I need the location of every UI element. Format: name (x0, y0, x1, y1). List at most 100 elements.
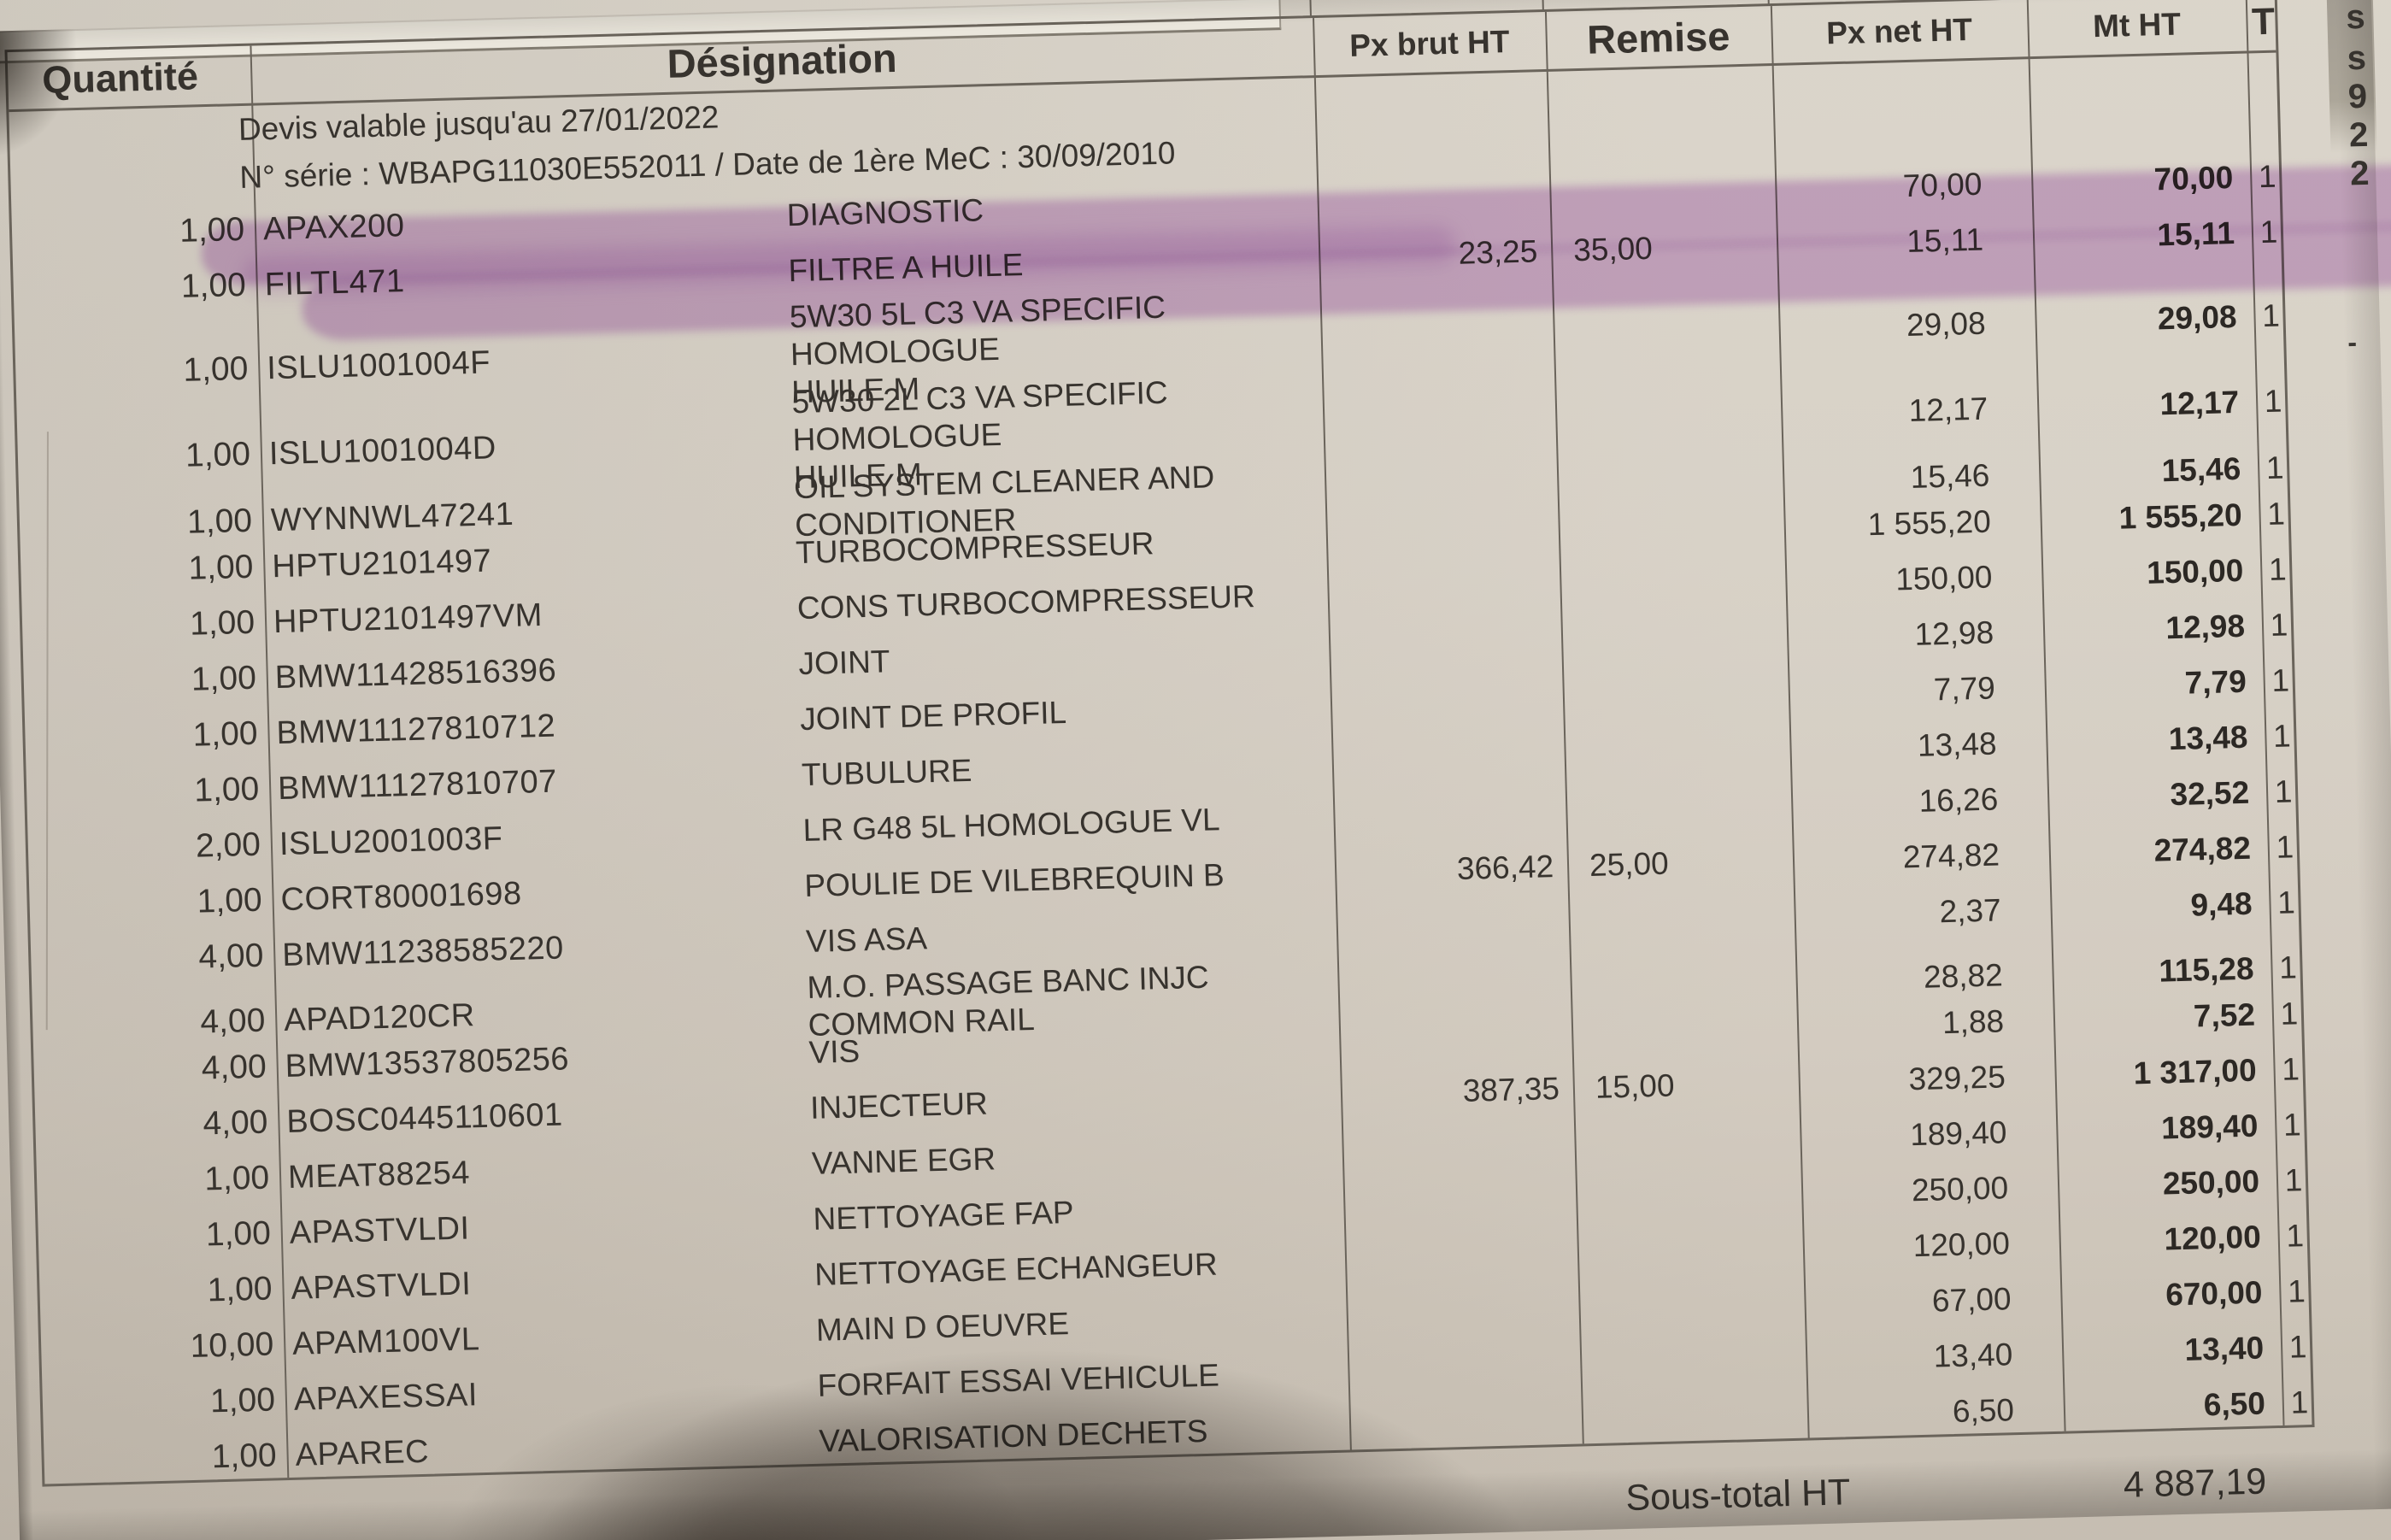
cell-px-net-ht: 16,26 (1918, 780, 1999, 819)
cell-px-net-ht: 6,50 (1952, 1391, 2015, 1429)
cell-quantity: 1,00 (209, 1380, 276, 1420)
cell-tax-code: 1 (2261, 297, 2281, 334)
cell-tax-code: 1 (2264, 383, 2282, 420)
cell-quantity: 1,00 (186, 502, 253, 541)
cell-part-code: MEAT88254 (287, 1154, 471, 1196)
cell-mt-ht: 150,00 (2146, 552, 2244, 591)
cell-part-code: APAXESSAI (293, 1376, 479, 1418)
cell-designation: JOINT (798, 643, 890, 681)
cell-remise (1560, 582, 1786, 588)
cell-remise (1580, 1360, 1806, 1366)
cell-quantity: 1,00 (193, 770, 260, 809)
cell-tax-code: 1 (2268, 551, 2288, 587)
cell-tax-code: 1 (2275, 828, 2294, 865)
cell-designation: VANNE EGR (811, 1140, 996, 1181)
cell-part-code: APAREC (295, 1433, 430, 1473)
cell-part-code: APASTVLDI (290, 1265, 472, 1307)
cell-designation: VIS ASA (805, 920, 928, 959)
edge-cutoff-char: s (2345, 0, 2366, 37)
cell-px-brut-ht (1348, 1366, 1580, 1372)
cell-mt-ht: 15,46 (2161, 450, 2241, 489)
cell-mt-ht: 13,48 (2168, 719, 2248, 756)
subtotal-label: Sous-total HT (1624, 1472, 1851, 1519)
cell-px-net-ht: 67,00 (1931, 1280, 2012, 1319)
cell-part-code: BMW11127810712 (275, 708, 556, 751)
cell-quantity: 1,00 (191, 659, 257, 698)
cell-mt-ht: 13,40 (2184, 1330, 2265, 1367)
cell-px-net-ht: 7,79 (1933, 669, 1996, 707)
cell-px-brut-ht (1347, 1310, 1579, 1316)
cell-tax-code: 1 (2270, 606, 2288, 643)
header-px-brut-ht: Px brut HT (1348, 23, 1510, 63)
cell-tax-code: 1 (2272, 717, 2292, 754)
cell-px-net-ht: 150,00 (1895, 559, 1993, 597)
cell-px-net-ht: 1 555,20 (1867, 503, 1992, 542)
cell-px-brut-ht (1339, 1032, 1571, 1038)
cell-quantity: 1,00 (187, 548, 254, 587)
edge-cutoff-char: 2 (2349, 154, 2370, 193)
cell-remise: 15,00 (1595, 1067, 1675, 1105)
header-remise: Remise (1586, 13, 1731, 62)
cell-designation: CONS TURBOCOMPRESSEUR (796, 578, 1256, 626)
cell-part-code: BOSC0445110601 (285, 1096, 564, 1140)
cell-remise (1577, 1249, 1803, 1255)
cell-remise (1565, 749, 1790, 755)
cell-remise (1571, 1026, 1797, 1032)
cell-mt-ht: 1 555,20 (2118, 497, 2243, 536)
cell-quantity: 4,00 (202, 1103, 268, 1143)
cell-quantity: 4,00 (201, 1048, 267, 1087)
cell-designation: INJECTEUR (809, 1085, 989, 1126)
header-mt-ht: Mt HT (2092, 6, 2182, 44)
cell-px-net-ht: 2,37 (1939, 891, 2002, 929)
cell-px-brut-ht (1342, 1143, 1575, 1149)
subtotal-value: 4 887,19 (2123, 1461, 2267, 1506)
cell-quantity: 1,00 (205, 1214, 272, 1253)
cell-quantity: 1,00 (197, 881, 263, 920)
edge-cutoff-mark: — (2338, 0, 2366, 5)
cell-remise (1582, 1415, 1807, 1421)
cell-remise (1579, 1304, 1805, 1310)
cell-px-brut-ht (1331, 699, 1563, 705)
cell-mt-ht: 1 317,00 (2133, 1052, 2258, 1090)
cell-mt-ht: 32,52 (2169, 774, 2250, 812)
cell-px-brut-ht (1332, 755, 1565, 761)
cell-designation: TUBULURE (801, 752, 972, 792)
cell-designation: MAIN D OEUVRE (815, 1305, 1070, 1348)
cell-remise (1561, 638, 1787, 644)
cell-mt-ht: 12,98 (2165, 608, 2246, 645)
cell-mt-ht: 9,48 (2189, 885, 2253, 923)
cell-quantity: 1,00 (189, 603, 256, 643)
cell-designation: JOINT DE PROFIL (799, 694, 1067, 737)
cell-mt-ht: 120,00 (2164, 1219, 2262, 1257)
cell-px-brut-ht (1321, 335, 1554, 341)
edge-cutoff-char: s (2347, 38, 2367, 78)
cell-px-net-ht: 13,40 (1933, 1336, 2013, 1374)
cell-tax-code: 1 (2288, 1328, 2307, 1365)
cell-mt-ht: 7,52 (2193, 996, 2256, 1034)
cell-mt-ht: 250,00 (2162, 1163, 2260, 1202)
header-px-net-ht: Px net HT (1825, 11, 1973, 50)
cell-remise (1576, 1193, 1801, 1199)
cell-px-brut-ht: 387,35 (1462, 1070, 1560, 1108)
cell-part-code: APAM100VL (291, 1320, 480, 1362)
cell-tax-code: 1 (2276, 884, 2296, 920)
cell-designation: VALORISATION DECHETS (818, 1413, 1208, 1459)
cell-quantity: 10,00 (190, 1325, 274, 1365)
cell-px-net-ht: 12,17 (1908, 391, 1989, 428)
cell-remise (1569, 915, 1795, 921)
cell-remise (1555, 414, 1781, 420)
cell-quantity: 1,00 (182, 350, 249, 389)
cell-designation: FORFAIT ESSAI VEHICULE (817, 1357, 1220, 1403)
cell-quantity: 1,00 (203, 1159, 270, 1198)
cell-tax-code: 1 (2282, 1106, 2302, 1143)
cell-px-net-ht: 12,98 (1913, 614, 1994, 652)
cell-px-brut-ht (1345, 1255, 1577, 1261)
cell-mt-ht: 12,17 (2159, 384, 2240, 422)
cell-remise (1575, 1137, 1801, 1143)
cell-part-code: CORT80001698 (280, 875, 523, 918)
cell-px-brut-ht (1325, 487, 1558, 493)
cell-part-code: HPTU2101497VM (273, 597, 543, 640)
cell-tax-code: 1 (2287, 1273, 2306, 1309)
cell-designation: NETTOYAGE ECHANGEUR (814, 1246, 1219, 1292)
cell-px-brut-ht (1333, 810, 1566, 816)
